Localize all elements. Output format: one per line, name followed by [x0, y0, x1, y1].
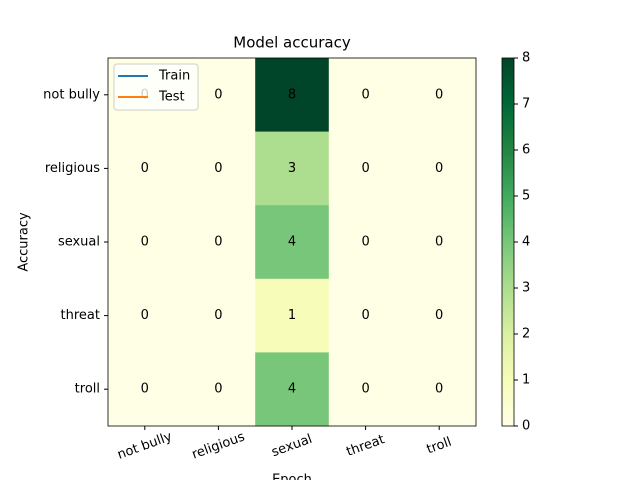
heatmap-cell: [108, 131, 183, 206]
heatmap-cell: [328, 58, 403, 133]
x-tick-label: threat: [344, 432, 386, 460]
heatmap-cell: [402, 278, 477, 353]
heatmap-cell: [108, 278, 183, 353]
colorbar-tick-label: 6: [522, 143, 530, 158]
heatmap-cell: [328, 278, 403, 353]
heatmap-cell: [255, 278, 330, 353]
heatmap-cell: [181, 278, 256, 353]
cell-label: 4: [288, 382, 296, 397]
colorbar-tick-label: 8: [522, 51, 530, 66]
x-tick-label: not bully: [116, 429, 175, 463]
cell-label: 0: [361, 382, 369, 397]
colorbar-tick-label: 7: [522, 97, 530, 112]
cell-label: 3: [288, 161, 296, 176]
cell-label: 0: [214, 235, 222, 250]
y-axis-label: Accuracy: [17, 212, 32, 272]
cell-label: 0: [214, 87, 222, 102]
plot-frame: [107, 57, 477, 427]
cell-label: 4: [288, 235, 296, 250]
cell-label: 0: [214, 161, 222, 176]
colorbar-tick-label: 4: [522, 235, 530, 250]
cell-label: 0: [141, 308, 149, 323]
cell-label: 1: [288, 308, 296, 323]
y-tick-label: troll: [75, 382, 100, 397]
cell-label: 0: [361, 235, 369, 250]
heatmap-cell: [181, 205, 256, 280]
heatmap-cell: [255, 205, 330, 280]
heatmap-cell: [402, 131, 477, 206]
heatmap-cell: [255, 352, 330, 427]
colorbar-tick-label: 1: [522, 373, 530, 388]
colorbar-tick-label: 5: [522, 189, 530, 204]
colorbar-tick-label: 3: [522, 281, 530, 296]
y-tick-label: religious: [45, 161, 100, 176]
heatmap-cell: [181, 131, 256, 206]
y-tick-label: not bully: [43, 87, 100, 102]
colorbar: [501, 57, 515, 427]
legend-label: Test: [158, 90, 185, 105]
cell-label: 0: [435, 235, 443, 250]
cell-label: 0: [361, 161, 369, 176]
x-tick-label: sexual: [270, 432, 315, 460]
heatmap-cell: [402, 58, 477, 133]
cell-label: 0: [214, 308, 222, 323]
cell-label: 0: [214, 382, 222, 397]
heatmap-cell: [328, 205, 403, 280]
x-tick-label: religious: [190, 429, 247, 462]
cell-label: 0: [141, 382, 149, 397]
chart-title: Model accuracy: [233, 34, 351, 52]
heatmap-cell: [402, 205, 477, 280]
cell-label: 0: [361, 87, 369, 102]
heatmap-cell: [402, 352, 477, 427]
heatmap-cell: [255, 58, 330, 133]
x-tick-label: troll: [425, 435, 454, 458]
cell-label: 0: [361, 308, 369, 323]
cell-label: 0: [435, 87, 443, 102]
heatmap-cell: [108, 352, 183, 427]
cell-label: 0: [141, 235, 149, 250]
x-axis-label: Epoch: [272, 473, 312, 480]
heatmap-cell: [108, 205, 183, 280]
cell-label: 0: [435, 161, 443, 176]
cell-label: 0: [435, 382, 443, 397]
heatmap-cell: [181, 352, 256, 427]
cell-label: 0: [435, 308, 443, 323]
colorbar-tick-label: 0: [522, 419, 530, 434]
heatmap-cell: [328, 131, 403, 206]
y-tick-label: threat: [61, 308, 100, 323]
cell-label: 8: [288, 87, 296, 102]
legend-label: Train: [158, 69, 190, 84]
heatmap-cell: [328, 352, 403, 427]
heatmap-cell: [255, 131, 330, 206]
colorbar-tick-label: 2: [522, 327, 530, 342]
cell-label: 0: [141, 161, 149, 176]
y-tick-label: sexual: [58, 235, 100, 250]
